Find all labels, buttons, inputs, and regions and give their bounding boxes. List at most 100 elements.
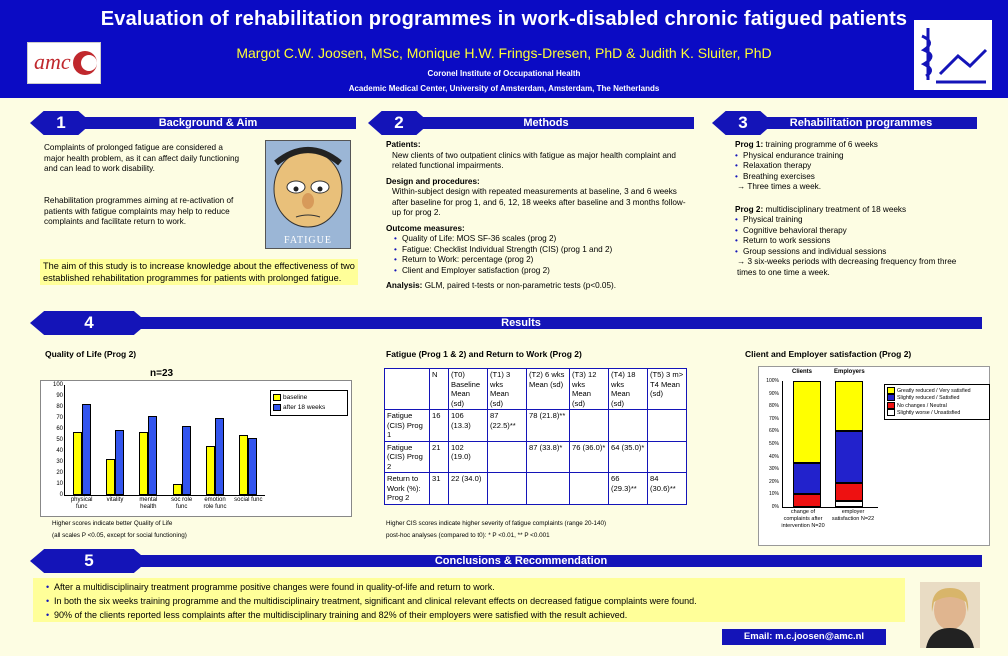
legend-swatch (887, 409, 895, 417)
table-cell (487, 472, 527, 505)
qol-xtick: vitality (106, 497, 124, 503)
table-cell: 78 (21.8)** (526, 409, 570, 442)
qol-note1: Higher scores indicate better Quality of… (52, 520, 173, 527)
qol-bar (206, 445, 215, 495)
institute-logo (914, 20, 992, 90)
qol-bar (115, 430, 124, 495)
table-cell: 31 (429, 472, 449, 505)
affiliation-institute: Coronel Institute of Occupational Health (427, 69, 581, 78)
legend-swatch-baseline (273, 393, 281, 401)
table-cell: 84 (30.6)** (647, 472, 687, 505)
qol-bar (148, 415, 158, 495)
outcome-item: Quality of Life: MOS SF-36 scales (prog … (394, 234, 686, 245)
legend-swatch-after (273, 403, 281, 411)
affiliation-center: Academic Medical Center, University of A… (348, 84, 660, 93)
prog2-note: → 3 six-weeks periods with decreasing fr… (737, 257, 957, 277)
satisfaction-plot-area: 0% 10% 20% 30% 40% 50% 60% 70% 80% 90% 100% (766, 378, 878, 510)
prog2-item: Group sessions and individual sessions (735, 247, 995, 258)
table-cell: Fatigue (CIS) Prog 1 (384, 409, 430, 442)
conclusion-item: After a multidisciplinairy treatment pro… (46, 580, 904, 594)
qol-heading: Quality of Life (Prog 2) (45, 349, 137, 359)
background-p2: Rehabilitation programmes aiming at re-a… (44, 196, 234, 226)
satisfaction-legend: Greatly reduced / Very satisfied Slightl… (884, 384, 990, 420)
qol-n-label: n=23 (150, 368, 174, 379)
outcome-item: Fatigue: Checklist Individual Strength (… (394, 245, 686, 256)
prog2-list: Physical training Cognitive behavioral t… (735, 215, 995, 257)
programmes-block: Prog 1: training programme of 6 weeks Ph… (735, 140, 995, 278)
qol-ytick: 90 (56, 393, 63, 399)
section1-title: Background & Aim (158, 117, 258, 129)
table-row: Return to Work (%): Prog 2 31 22 (34.0) 66 … (384, 472, 687, 505)
section1-badge: 1 (30, 111, 92, 135)
table-header-cell: (T3) 12 wks Mean (sd) (569, 368, 609, 410)
table-cell (647, 440, 687, 473)
satisfaction-ytick: 50% (768, 441, 779, 447)
table-cell: 66 (29.3)** (608, 472, 648, 505)
fatigue-heading: Fatigue (Prog 1 & 2) and Return to Work … (386, 349, 582, 359)
table-cell: 22 (34.0) (448, 472, 488, 505)
satisfaction-legend-item: Slightly reduced / Satisfied (887, 394, 987, 402)
qol-ytick: 100 (52, 382, 63, 388)
qol-ytick: 40 (56, 448, 63, 454)
satisfaction-ytick: 20% (768, 478, 779, 485)
patients-heading: Patients: (386, 140, 421, 149)
outcome-item: Return to Work: percentage (prog 2) (394, 255, 686, 266)
table-cell: Return to Work (%): Prog 2 (384, 472, 430, 505)
table-cell (569, 472, 609, 505)
section3-badge: 3 (712, 111, 774, 135)
qol-bar (81, 403, 91, 495)
fatigue-note2: post-hoc analyses (compared to t0): * P … (386, 532, 550, 539)
table-cell: 16 (429, 409, 449, 442)
table-header-cell: (T0) Baseline Mean (sd) (448, 368, 488, 410)
fatigue-image-caption: FATIGUE (284, 235, 332, 246)
poster-title: Evaluation of rehabilitation programmes … (100, 8, 908, 30)
qol-ytick: 10 (56, 481, 63, 487)
qol-bar (248, 437, 258, 495)
satisfaction-legend-item: Greatly reduced / Very satisfied (887, 387, 987, 394)
qol-bar (72, 432, 82, 495)
section1-bar: Background & Aim (60, 117, 356, 129)
section2-badge: 2 (368, 111, 430, 135)
conclusions-list: After a multidisciplinairy treatment pro… (44, 580, 904, 622)
satisfaction-ytick: 10% (768, 491, 779, 498)
outcome-heading: Outcome measures: (386, 223, 465, 233)
satisfaction-xlabel: employer satisfaction N=22 (831, 509, 875, 522)
qol-xtick: social func (234, 497, 263, 503)
satisfaction-xlabel: change of complaints after intervention … (781, 509, 825, 529)
satisfaction-ytick: 0% (771, 504, 779, 510)
table-cell: 102 (19.0) (448, 440, 488, 473)
qol-ytick: 0 (59, 492, 63, 498)
design-text: Within-subject design with repeated meas… (392, 187, 686, 217)
table-cell (487, 440, 527, 473)
prog2-heading: Prog 2: (735, 204, 764, 214)
satisfaction-segment (835, 431, 863, 484)
satisfaction-legend-label: No changes / Neutral (897, 402, 947, 409)
methods-block: Patients: New clients of two outpatient … (386, 140, 686, 292)
caduceus-icon (920, 28, 988, 84)
study-aim: The aim of this study is to increase kno… (40, 259, 358, 285)
prog1-item: Breathing exercises (735, 172, 995, 183)
qol-ytick: 30 (56, 459, 63, 465)
table-cell: Fatigue (CIS) Prog 2 (384, 440, 430, 473)
satisfaction-col-label: Employers (834, 369, 865, 375)
qol-legend-label: baseline (283, 394, 308, 401)
prog2-item: Return to work sessions (735, 236, 995, 247)
prog1-item: Physical endurance training (735, 151, 995, 162)
table-cell: 76 (36.0)* (569, 440, 609, 473)
poster-authors: Margot C.W. Joosen, MSc, Monique H.W. Fr… (236, 45, 772, 61)
satisfaction-legend-label: Slightly worse / Unsatisfied (897, 410, 961, 417)
prog1-item: Relaxation therapy (735, 161, 995, 172)
satisfaction-segment (835, 483, 863, 501)
email-link[interactable]: Email: m.c.joosen@amc.nl (722, 629, 886, 645)
qol-bar (172, 484, 182, 495)
author-portrait-illustration (926, 588, 974, 648)
qol-legend-item: after 18 weeks (273, 403, 345, 413)
qol-legend-item: baseline (273, 393, 345, 403)
qol-bar (181, 425, 191, 495)
table-cell (647, 409, 687, 442)
poster-header (0, 0, 1008, 98)
table-cell: 21 (429, 440, 449, 473)
satisfaction-segment (835, 500, 863, 507)
prog1-heading: Prog 1: (735, 140, 764, 149)
section2-title: Methods (523, 117, 569, 129)
